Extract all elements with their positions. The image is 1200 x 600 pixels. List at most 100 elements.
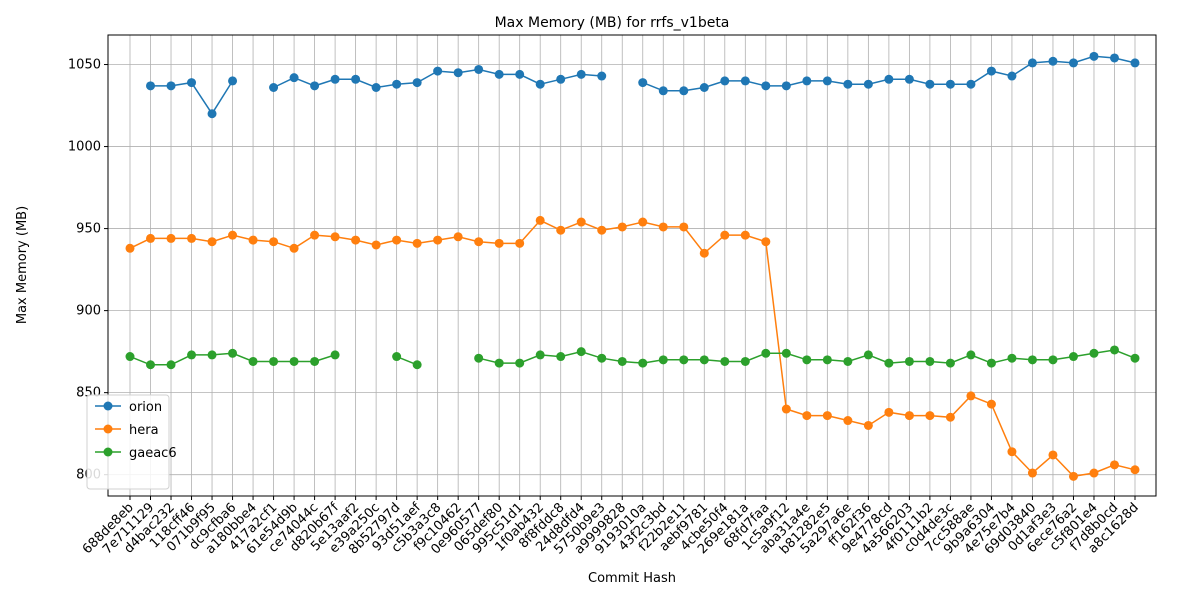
data-point-hera	[556, 225, 566, 235]
data-point-gaeac6	[515, 358, 525, 368]
data-point-hera	[535, 215, 545, 225]
data-point-gaeac6	[1068, 352, 1078, 362]
data-point-orion	[453, 68, 463, 78]
data-point-gaeac6	[699, 355, 709, 365]
data-point-hera	[289, 243, 299, 253]
plot-frame	[107, 34, 1157, 497]
grid	[108, 35, 1156, 496]
data-point-orion	[289, 73, 299, 83]
data-point-gaeac6	[597, 353, 607, 363]
data-point-gaeac6	[925, 356, 935, 366]
data-point-hera	[802, 411, 812, 421]
data-point-orion	[658, 86, 668, 96]
data-point-gaeac6	[228, 348, 238, 358]
data-point-hera	[433, 235, 443, 245]
data-point-gaeac6	[207, 350, 217, 360]
data-point-hera	[1068, 471, 1078, 481]
data-point-hera	[412, 238, 422, 248]
data-point-gaeac6	[535, 350, 545, 360]
data-point-hera	[679, 222, 689, 232]
data-point-hera	[638, 217, 648, 227]
legend-marker-orion	[103, 401, 113, 411]
data-point-orion	[1027, 58, 1037, 68]
y-tick-label: 950	[76, 222, 101, 237]
data-point-hera	[474, 237, 484, 247]
data-point-gaeac6	[412, 360, 422, 370]
data-point-hera	[863, 420, 873, 430]
data-point-gaeac6	[658, 355, 668, 365]
data-point-orion	[843, 79, 853, 89]
data-point-orion	[638, 78, 648, 88]
data-point-hera	[494, 238, 504, 248]
data-point-gaeac6	[781, 348, 791, 358]
data-point-hera	[904, 411, 914, 421]
data-point-orion	[863, 79, 873, 89]
data-point-gaeac6	[884, 358, 894, 368]
data-point-orion	[925, 79, 935, 89]
data-point-orion	[556, 74, 566, 84]
data-point-hera	[1089, 468, 1099, 478]
data-point-gaeac6	[822, 355, 832, 365]
data-point-orion	[330, 74, 340, 84]
data-point-hera	[515, 238, 525, 248]
data-point-orion	[494, 69, 504, 79]
data-point-hera	[207, 237, 217, 247]
data-point-orion	[371, 82, 381, 92]
series-gaeac6	[125, 345, 1140, 370]
data-point-gaeac6	[1007, 353, 1017, 363]
data-point-gaeac6	[576, 347, 586, 357]
series-orion	[146, 51, 1140, 119]
data-point-hera	[330, 232, 340, 242]
data-point-gaeac6	[945, 358, 955, 368]
x-axis-label: Commit Hash	[588, 571, 676, 586]
data-point-orion	[146, 81, 156, 91]
data-point-orion	[884, 74, 894, 84]
data-point-hera	[453, 232, 463, 242]
y-tick-label: 1050	[68, 58, 101, 73]
legend-label-orion: orion	[129, 400, 162, 415]
data-point-gaeac6	[720, 356, 730, 366]
data-point-gaeac6	[494, 358, 504, 368]
data-point-gaeac6	[474, 353, 484, 363]
data-point-hera	[966, 391, 976, 401]
y-tick-label: 1000	[68, 140, 101, 155]
data-point-hera	[1027, 468, 1037, 478]
data-point-orion	[740, 76, 750, 86]
data-point-orion	[822, 76, 832, 86]
data-point-gaeac6	[187, 350, 197, 360]
data-point-orion	[802, 76, 812, 86]
data-point-orion	[1130, 58, 1140, 68]
data-point-orion	[412, 78, 422, 88]
data-point-orion	[351, 74, 361, 84]
data-point-orion	[1089, 51, 1099, 61]
data-point-hera	[597, 225, 607, 235]
data-point-orion	[761, 81, 771, 91]
data-point-orion	[576, 69, 586, 79]
data-point-hera	[617, 222, 627, 232]
data-point-orion	[392, 79, 402, 89]
data-point-orion	[966, 79, 976, 89]
data-point-hera	[187, 233, 197, 243]
legend: orion hera gaeac6	[86, 394, 177, 490]
data-point-orion	[433, 66, 443, 76]
data-point-hera	[166, 233, 176, 243]
data-point-gaeac6	[679, 355, 689, 365]
data-point-gaeac6	[1089, 348, 1099, 358]
data-point-hera	[228, 230, 238, 240]
data-point-gaeac6	[1109, 345, 1119, 355]
data-point-gaeac6	[802, 355, 812, 365]
data-point-orion	[699, 82, 709, 92]
data-point-hera	[1109, 460, 1119, 470]
data-point-orion	[986, 66, 996, 76]
data-point-orion	[207, 109, 217, 119]
data-point-hera	[925, 411, 935, 421]
data-point-orion	[945, 79, 955, 89]
data-point-gaeac6	[1027, 355, 1037, 365]
data-point-orion	[1007, 71, 1017, 81]
data-point-gaeac6	[269, 356, 279, 366]
data-point-orion	[187, 78, 197, 88]
data-point-orion	[515, 69, 525, 79]
data-point-hera	[392, 235, 402, 245]
